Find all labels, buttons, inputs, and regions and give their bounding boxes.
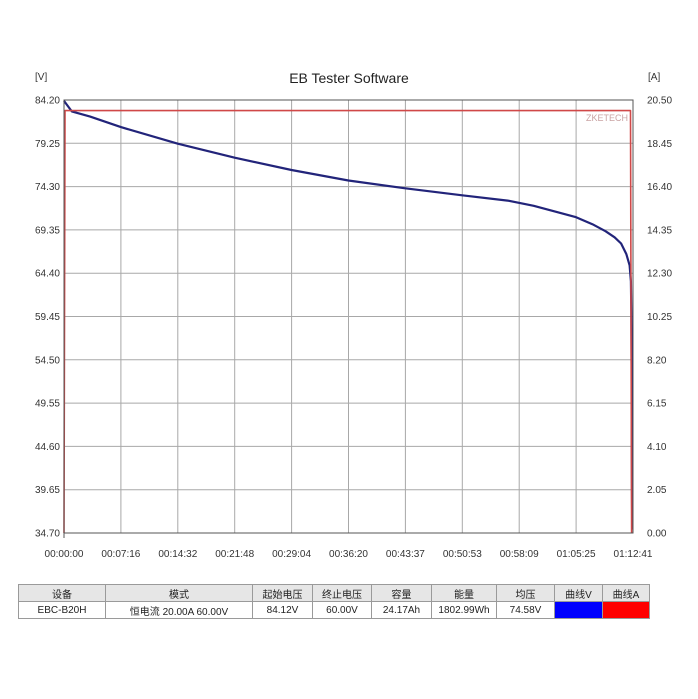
x-tick-label: 00:43:37 — [386, 549, 425, 560]
info-value-row: EBC-B20H 恒电流 20.00A 60.00V 84.12V 60.00V… — [18, 601, 650, 619]
info-header-row: 设备 模式 起始电压 终止电压 容量 能量 均压 曲线V 曲线A — [18, 584, 650, 602]
x-tick-label: 01:05:25 — [557, 549, 596, 560]
left-y-tick-label: 54.50 — [35, 355, 60, 366]
right-y-tick-label: 0.00 — [647, 529, 667, 540]
header-mode: 模式 — [105, 584, 253, 602]
plot-frame — [63, 99, 634, 538]
header-device: 设备 — [18, 584, 106, 602]
left-axis-unit: [V] — [35, 72, 47, 83]
x-tick-label: 01:12:41 — [614, 549, 653, 560]
header-energy: 能量 — [431, 584, 497, 602]
x-tick-label: 00:36:20 — [329, 549, 368, 560]
x-tick-label: 00:50:53 — [443, 549, 482, 560]
right-y-tick-label: 14.35 — [647, 225, 672, 236]
left-y-tick-label: 34.70 — [35, 529, 60, 540]
energy-value: 1802.99Wh — [431, 601, 497, 619]
x-tick-label: 00:58:09 — [500, 549, 539, 560]
discharge-chart: EB Tester Software [V] [A] 84.20 79.25 74.… — [35, 70, 672, 560]
current-curve-line — [63, 109, 633, 534]
left-y-tick-label: 44.60 — [35, 442, 60, 453]
right-y-tick-label: 2.05 — [647, 485, 667, 496]
header-curve-a: 曲线A — [602, 584, 650, 602]
device-value: EBC-B20H — [18, 601, 106, 619]
series-layer — [63, 100, 634, 534]
x-tick-label: 00:14:32 — [158, 549, 197, 560]
chart-title: EB Tester Software — [289, 70, 409, 86]
plot-border — [63, 99, 634, 534]
x-ticks: 00:00:00 00:07:16 00:14:32 00:21:48 00:29:04… — [45, 549, 653, 560]
curve-v-swatch[interactable] — [554, 601, 603, 619]
header-start-voltage: 起始电压 — [252, 584, 313, 602]
curve-a-swatch[interactable] — [602, 601, 650, 619]
avg-voltage-value: 74.58V — [496, 601, 555, 619]
test-info-table: 设备 模式 起始电压 终止电压 容量 能量 均压 曲线V 曲线A EBC-B20… — [18, 584, 650, 619]
x-tick-label: 00:00:00 — [45, 549, 84, 560]
right-axis-unit: [A] — [648, 72, 660, 83]
header-avg-voltage: 均压 — [496, 584, 555, 602]
left-y-tick-label: 39.65 — [35, 485, 60, 496]
right-y-tick-label: 12.30 — [647, 269, 672, 280]
right-y-tick-label: 16.40 — [647, 182, 672, 193]
end-voltage-value: 60.00V — [312, 601, 372, 619]
left-y-tick-label: 69.35 — [35, 225, 60, 236]
left-y-tick-label: 59.45 — [35, 312, 60, 323]
capacity-value: 24.17Ah — [371, 601, 432, 619]
left-y-ticks: 84.20 79.25 74.30 69.35 64.40 59.45 54.50 49.55… — [35, 96, 60, 540]
x-tick-label: 00:07:16 — [101, 549, 140, 560]
x-tick-label: 00:29:04 — [272, 549, 311, 560]
left-y-tick-label: 84.20 — [35, 96, 60, 107]
left-y-tick-label: 79.25 — [35, 139, 60, 150]
right-y-tick-label: 6.15 — [647, 399, 667, 410]
right-y-tick-label: 8.20 — [647, 355, 667, 366]
header-end-voltage: 终止电压 — [312, 584, 372, 602]
left-y-tick-label: 64.40 — [35, 269, 60, 280]
right-y-tick-label: 20.50 — [647, 96, 672, 107]
right-y-ticks: 20.50 18.45 16.40 14.35 12.30 10.25 8.20 6.15 4.… — [647, 96, 672, 540]
left-y-tick-label: 74.30 — [35, 182, 60, 193]
left-y-tick-label: 49.55 — [35, 399, 60, 410]
start-voltage-value: 84.12V — [252, 601, 313, 619]
header-capacity: 容量 — [371, 584, 432, 602]
mode-value: 恒电流 20.00A 60.00V — [105, 601, 253, 619]
right-y-tick-label: 10.25 — [647, 312, 672, 323]
x-tick-label: 00:21:48 — [215, 549, 254, 560]
right-y-tick-label: 4.10 — [647, 442, 667, 453]
brand-watermark: ZKETECH — [586, 113, 628, 123]
header-curve-v: 曲线V — [554, 584, 603, 602]
right-y-tick-label: 18.45 — [647, 139, 672, 150]
